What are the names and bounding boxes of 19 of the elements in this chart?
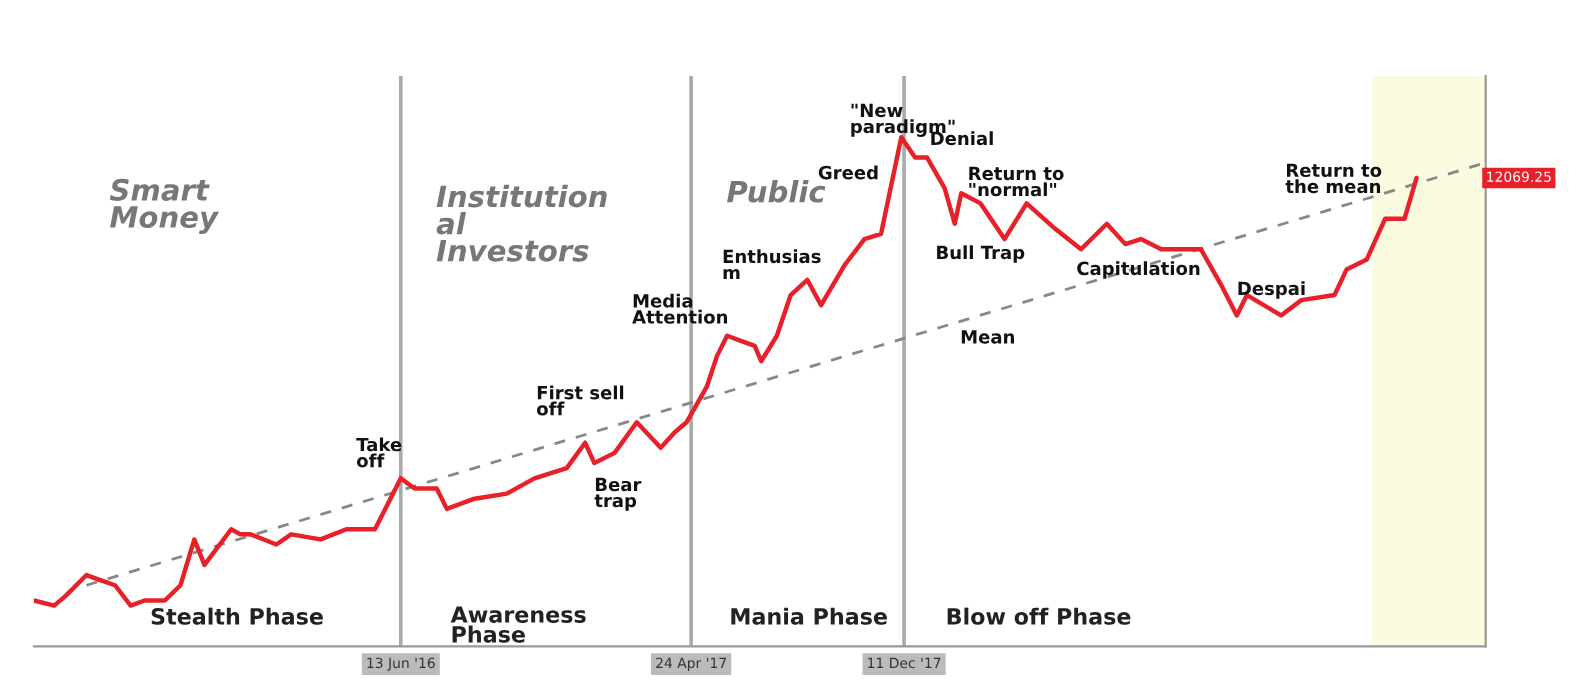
annotation: Mania Phase <box>731 607 887 625</box>
annotation: First sell off <box>537 385 624 416</box>
annotation: Greed <box>818 165 878 180</box>
annotation: Smart Money <box>109 178 220 234</box>
annotation: Media Attention <box>632 293 728 324</box>
annotation: Capitulation <box>1077 261 1200 279</box>
annotation: Despai <box>1238 281 1305 299</box>
annotation: Public <box>727 180 826 203</box>
annotation: Institution al Investors <box>436 184 607 262</box>
annotation: Blow off Phase <box>947 607 1131 625</box>
annotation: Enthusias m <box>723 249 821 280</box>
annotation: Return to the mean <box>1285 163 1382 194</box>
annotation: Bull Trap <box>937 245 1025 263</box>
annotation: Return to "normal" <box>969 166 1064 197</box>
annotation: Mean <box>961 330 1014 344</box>
annotation: Bear trap <box>594 477 642 511</box>
annotation: Take off <box>356 437 402 468</box>
annotation: Stealth Phase <box>151 607 323 625</box>
annotation: Awareness Phase <box>450 606 586 643</box>
